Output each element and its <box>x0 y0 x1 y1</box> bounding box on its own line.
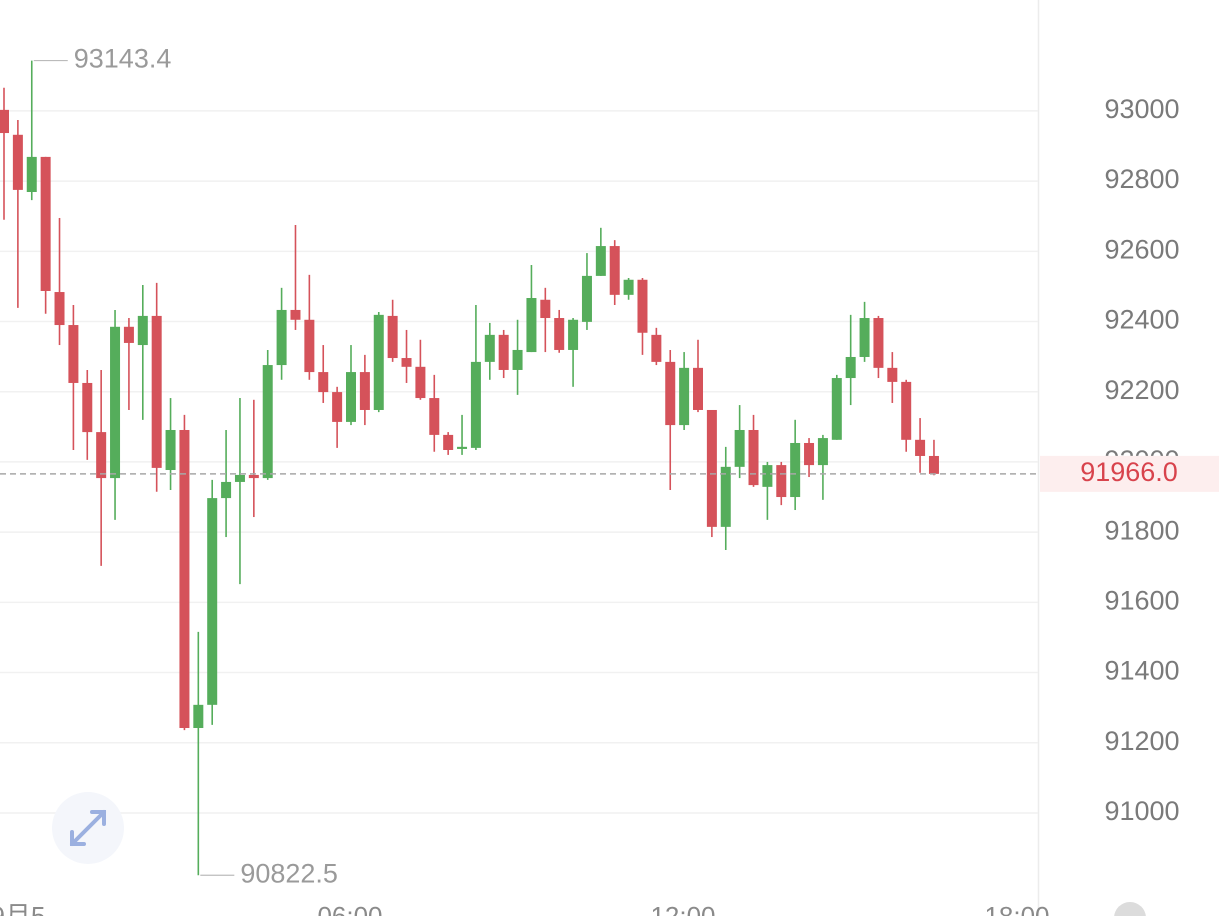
grid <box>0 110 1038 814</box>
y-tick-label: 92800 <box>1104 164 1179 194</box>
candle-body <box>401 358 412 367</box>
candle-body <box>623 279 634 295</box>
y-tick-label: 92400 <box>1104 305 1179 335</box>
expand-icon[interactable] <box>70 810 106 846</box>
last-price-label: 91966.0 <box>1080 457 1178 487</box>
y-tick-label: 92600 <box>1104 234 1179 264</box>
candle-body <box>540 299 551 319</box>
y-tick-label: 91400 <box>1104 656 1179 686</box>
candle-body <box>928 455 939 474</box>
candle-body <box>82 382 93 433</box>
candle-body <box>429 398 440 435</box>
low-label: 90822.5 <box>240 858 338 888</box>
candle-body <box>706 409 717 527</box>
y-tick-label: 92200 <box>1104 375 1179 405</box>
candle-body <box>346 372 356 422</box>
candle-body <box>595 246 606 276</box>
candle-body <box>137 315 148 346</box>
candle-body <box>470 361 481 448</box>
candle-body <box>720 466 731 527</box>
expand-button[interactable] <box>52 792 124 864</box>
candle-body <box>651 334 662 362</box>
candle-body <box>96 432 107 479</box>
candle-body <box>665 361 676 426</box>
y-tick-label: 91800 <box>1104 515 1179 545</box>
candle-body <box>54 292 65 326</box>
candle-body <box>304 319 315 373</box>
y-tick-label: 91200 <box>1104 726 1179 756</box>
x-tick-label: 12:00 <box>650 901 715 916</box>
candle-body <box>123 326 134 343</box>
candle-body <box>804 442 815 466</box>
candle-body <box>290 309 301 320</box>
candle-body <box>318 372 329 393</box>
candle-body <box>373 314 384 410</box>
candle-body <box>776 465 787 498</box>
x-tick-label: 06:00 <box>317 901 382 916</box>
x-tick-label: 18:00 <box>984 901 1049 916</box>
candle-body <box>790 442 801 498</box>
candle-body <box>498 334 509 370</box>
candle-body <box>512 349 523 370</box>
high-label: 93143.4 <box>74 44 172 74</box>
candle-body <box>276 309 287 366</box>
candle-body <box>526 298 537 353</box>
candle-body <box>845 356 856 379</box>
candle-body <box>693 367 703 410</box>
candle-body <box>762 465 773 487</box>
candle-body <box>748 429 759 486</box>
candle-body <box>0 109 9 134</box>
candle-body <box>457 446 468 449</box>
candle-body <box>901 381 912 440</box>
candle-body <box>734 429 745 467</box>
candle-body <box>179 429 190 729</box>
y-tick-label: 91000 <box>1104 796 1179 826</box>
candle-body <box>554 318 565 350</box>
candle-body <box>873 318 884 368</box>
candle-body <box>831 378 842 440</box>
candle-body <box>415 366 426 399</box>
candle-body <box>637 279 648 333</box>
candle-body <box>234 474 245 482</box>
scroll-handle[interactable] <box>1114 902 1146 916</box>
candle-body <box>581 275 592 322</box>
candle-body <box>248 474 259 479</box>
candle-body <box>165 429 176 471</box>
candle-body <box>193 704 204 729</box>
candle-body <box>609 246 620 295</box>
candle-body <box>68 325 79 383</box>
candles <box>0 60 939 876</box>
y-tick-label: 91600 <box>1104 585 1179 615</box>
candle-body <box>26 156 37 193</box>
candle-body <box>915 439 926 456</box>
candle-body <box>40 156 51 291</box>
candle-body <box>387 315 398 359</box>
candle-body <box>359 372 370 410</box>
labels: 9100091200914009160091800920009220092400… <box>0 44 1219 916</box>
candle-body <box>110 326 121 479</box>
y-tick-label: 93000 <box>1104 94 1179 124</box>
candle-body <box>817 438 828 466</box>
candle-body <box>151 315 162 468</box>
candle-body <box>484 334 495 362</box>
candle-body <box>207 498 218 705</box>
candle-body <box>332 392 343 422</box>
candle-body <box>262 365 273 479</box>
last-price-tag <box>1040 455 1219 492</box>
x-tick-label: 9月5 <box>0 901 45 916</box>
candle-body <box>887 367 898 382</box>
candle-body <box>568 319 579 350</box>
candle-body <box>221 481 232 499</box>
candle-body <box>12 134 23 190</box>
candle-body <box>859 318 870 357</box>
candle-body <box>679 367 690 426</box>
candle-body <box>443 434 454 450</box>
